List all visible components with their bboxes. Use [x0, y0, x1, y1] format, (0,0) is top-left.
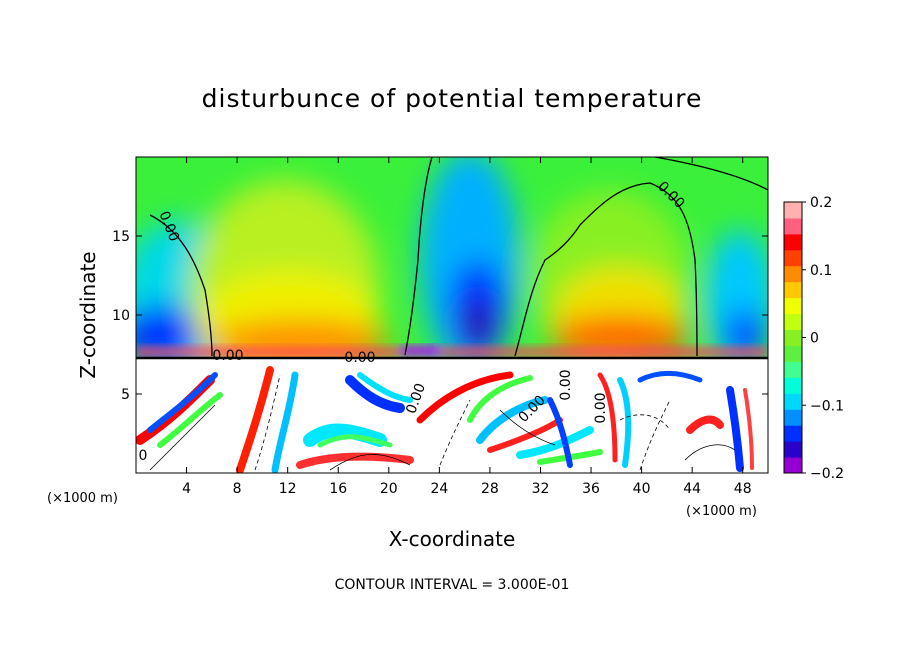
- x-tick-label: 32: [532, 481, 550, 497]
- colorbar-swatch: [784, 265, 802, 283]
- contour-label: 0.00: [344, 350, 375, 366]
- colorbar-swatch: [784, 361, 802, 378]
- y-tick-label: 10: [112, 308, 130, 324]
- x-tick-label: 36: [582, 481, 600, 497]
- colorbar-swatch: [784, 233, 802, 251]
- contour-label: 0.00: [212, 348, 243, 364]
- lower-field: [136, 358, 768, 473]
- upper-field: [136, 157, 768, 358]
- colorbar-swatch: [784, 345, 802, 362]
- colorbar-swatch: [784, 329, 802, 346]
- colorbar-swatch: [784, 313, 802, 331]
- upper-contours: [149, 157, 768, 357]
- colorbar-swatch: [784, 393, 802, 410]
- x-tick-label: 8: [233, 481, 242, 497]
- colorbar-swatch: [784, 409, 802, 426]
- x-tick-label: 48: [734, 481, 752, 497]
- colorbar-tick-label: 0.1: [810, 263, 832, 279]
- colorbar-swatch: [784, 457, 802, 474]
- colorbar-swatch: [784, 377, 802, 394]
- chart-title: disturbunce of potential temperature: [201, 84, 703, 113]
- lower-streaks: [136, 366, 754, 473]
- x-axis-label: X-coordinate: [388, 527, 516, 551]
- x-ticks: 4 8 12 16 20 24 28 32 36 40 44 48: [182, 157, 752, 497]
- colorbar-swatch: [784, 202, 802, 219]
- contour-label: 0: [139, 448, 148, 464]
- x-tick-label: 4: [182, 481, 191, 497]
- x-tick-label: 16: [329, 481, 347, 497]
- x-tick-label: 24: [430, 481, 448, 497]
- x-tick-label: 28: [481, 481, 499, 497]
- y-tick-label: 15: [112, 229, 130, 245]
- colorbar-tick-label: 0.2: [810, 195, 832, 211]
- y-axis-label: Z-coordinate: [76, 251, 100, 379]
- x-unit-label-left: (×1000 m): [47, 491, 118, 506]
- colorbar-swatch: [784, 217, 802, 235]
- x-unit-label-right: (×1000 m): [686, 504, 757, 519]
- x-tick-label: 20: [380, 481, 398, 497]
- x-tick-label: 44: [683, 481, 701, 497]
- colorbar-tick-label: −0.2: [810, 466, 844, 482]
- contour-label: 0.00: [593, 392, 609, 423]
- interface-band: [136, 346, 768, 356]
- contour-label: 0.00: [558, 369, 574, 400]
- y-tick-label: 5: [121, 387, 130, 403]
- x-tick-label: 12: [279, 481, 297, 497]
- lower-contours: [149, 374, 736, 471]
- colorbar-swatch: [784, 441, 802, 458]
- colorbar-swatch: [784, 249, 802, 267]
- y-ticks: 5 10 15: [112, 229, 768, 403]
- colorbar-tick-label: 0: [810, 331, 819, 347]
- colorbar-tick-label: −0.1: [810, 398, 844, 414]
- x-tick-label: 40: [633, 481, 651, 497]
- colorbar-swatch: [784, 297, 802, 315]
- colorbar: 0.2 0.1 0 −0.1 −0.2: [783, 195, 844, 482]
- contour-interval-note: CONTOUR INTERVAL = 3.000E-01: [334, 577, 570, 593]
- colorbar-swatch: [784, 425, 802, 442]
- colorbar-swatch: [784, 281, 802, 299]
